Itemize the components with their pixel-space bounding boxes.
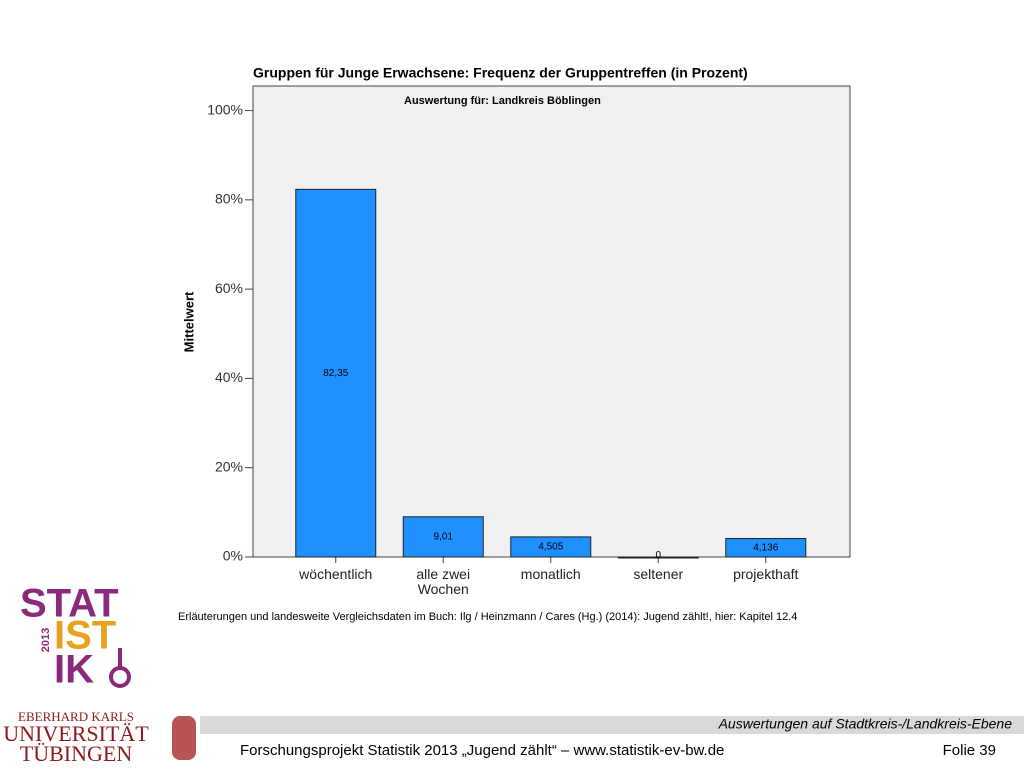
x-tick-label: seltener <box>633 566 684 582</box>
footer-text: Forschungsprojekt Statistik 2013 „Jugend… <box>240 742 724 759</box>
y-tick-label: 60% <box>215 280 243 296</box>
bar <box>617 556 699 559</box>
value-label: 82,35 <box>323 368 348 379</box>
bar <box>402 516 484 558</box>
x-tick-label: wöchentlich <box>299 566 373 582</box>
footer-bar <box>200 716 1024 734</box>
university-name: EBERHARD KARLS <box>18 709 134 724</box>
chart-note: Erläuterungen und landesweite Vergleichs… <box>178 611 797 623</box>
chart-subtitle: Auswertung für: Landkreis Böblingen <box>404 95 601 107</box>
bar <box>295 188 377 558</box>
university-emblem <box>172 716 196 760</box>
x-tick-label: alle zwei Wochen <box>416 566 471 597</box>
university-name: TÜBINGEN <box>20 741 133 766</box>
y-tick-label: 20% <box>215 458 243 474</box>
logo-text: IST <box>54 614 116 658</box>
y-axis-label: Mittelwert <box>181 291 196 352</box>
bar <box>725 538 807 558</box>
footer-section: Auswertungen auf Stadtkreis-/Landkreis-E… <box>718 716 1013 732</box>
value-label: 4,136 <box>753 542 778 553</box>
y-tick-label: 100% <box>207 101 243 117</box>
logo-year: 2013 <box>40 628 52 652</box>
value-label: 9,01 <box>434 532 454 543</box>
slide-number: Folie 39 <box>943 742 996 759</box>
bar <box>510 536 592 558</box>
y-tick-label: 40% <box>215 369 243 385</box>
y-tick-label: 0% <box>223 548 243 564</box>
y-tick-label: 80% <box>215 191 243 207</box>
logo-text: STAT <box>20 582 119 626</box>
value-label: 4,505 <box>538 542 563 553</box>
logo-icon <box>109 666 131 688</box>
chart-title: Gruppen für Junge Erwachsene: Frequenz d… <box>253 65 748 81</box>
university-name: UNIVERSITÄT <box>3 721 149 746</box>
logo-text: IK <box>54 648 94 692</box>
x-tick-label: monatlich <box>520 566 581 582</box>
value-label: 0 <box>655 550 661 561</box>
x-tick-label: projekthaft <box>733 566 799 582</box>
